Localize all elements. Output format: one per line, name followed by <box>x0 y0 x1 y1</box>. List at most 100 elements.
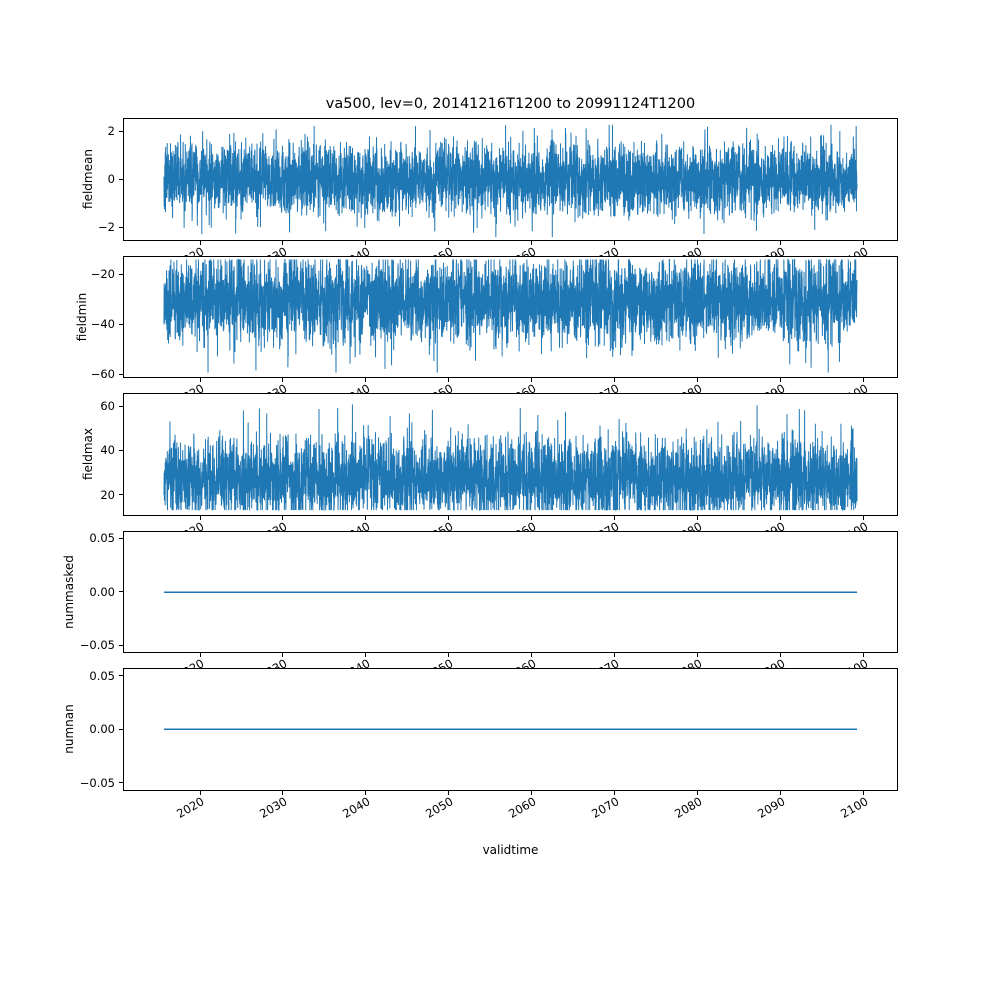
chart-title: va500, lev=0, 20141216T1200 to 20991124T… <box>325 96 696 112</box>
x-tick-mark <box>531 515 533 520</box>
x-tick-mark <box>863 790 865 795</box>
x-tick-mark <box>697 240 699 245</box>
x-tick-mark <box>697 515 699 520</box>
y-tick-label: 60 <box>100 399 115 414</box>
x-tick-mark <box>365 240 367 245</box>
x-tick-mark <box>614 790 616 795</box>
x-tick-mark <box>448 790 450 795</box>
y-tick-label: −0.05 <box>79 638 115 653</box>
x-tick-mark <box>199 653 201 657</box>
x-tick-label: 2050 <box>423 793 456 821</box>
y-tick-mark <box>119 537 123 539</box>
axes-nummasked <box>123 530 898 653</box>
y-tick-label: −60 <box>90 367 115 382</box>
x-tick-mark <box>365 515 367 520</box>
x-tick-mark <box>863 515 865 520</box>
y-tick-mark <box>119 675 123 677</box>
x-tick-mark <box>282 378 284 382</box>
x-tick-mark <box>531 790 533 795</box>
y-tick-mark <box>119 405 123 407</box>
y-tick-label: −0.05 <box>79 775 115 790</box>
x-tick-mark <box>697 790 699 795</box>
x-tick-mark <box>365 790 367 795</box>
x-tick-mark <box>365 378 367 382</box>
x-tick-label: 2040 <box>340 793 373 821</box>
y-tick-label: −2 <box>98 220 115 235</box>
y-tick-mark <box>119 494 123 496</box>
axes-fieldmax <box>123 393 898 516</box>
y-tick-mark <box>119 373 123 375</box>
x-tick-mark <box>282 240 284 245</box>
axes-fieldmin <box>123 255 898 378</box>
x-tick-mark <box>448 515 450 520</box>
x-tick-mark <box>448 378 450 382</box>
y-axis-label-fieldmean: fieldmean <box>81 149 95 210</box>
y-tick-label: 0.05 <box>89 531 115 546</box>
x-tick-label: 2030 <box>257 793 290 821</box>
y-axis-label-fieldmax: fieldmax <box>81 428 95 481</box>
x-tick-mark <box>448 653 450 657</box>
x-tick-mark <box>780 378 782 382</box>
x-tick-mark <box>697 378 699 382</box>
series-line-fieldmean <box>163 124 858 238</box>
x-tick-mark <box>199 378 201 382</box>
x-tick-mark <box>282 790 284 795</box>
axes-numnan <box>123 668 898 791</box>
x-tick-mark <box>863 378 865 382</box>
y-tick-mark <box>119 226 123 228</box>
y-tick-mark <box>119 644 123 646</box>
y-axis-label-numnan: numnan <box>61 704 76 754</box>
y-tick-mark <box>119 178 123 180</box>
y-tick-label: 20 <box>100 487 115 502</box>
x-tick-mark <box>614 240 616 245</box>
x-tick-mark <box>614 378 616 382</box>
y-axis-label-fieldmin: fieldmin <box>74 292 89 342</box>
y-tick-mark <box>119 728 123 730</box>
y-tick-label: 0 <box>107 172 115 187</box>
x-tick-label: 2100 <box>837 793 871 821</box>
x-tick-mark <box>282 515 284 520</box>
x-tick-mark <box>531 653 533 657</box>
axes-fieldmean <box>123 118 898 241</box>
y-axis-label-nummasked: nummasked <box>61 554 76 629</box>
x-tick-mark <box>365 653 367 657</box>
x-tick-mark <box>614 515 616 520</box>
x-tick-mark <box>780 515 782 520</box>
x-tick-mark <box>614 653 616 657</box>
x-tick-mark <box>780 240 782 245</box>
y-tick-label: 0.00 <box>89 584 115 599</box>
y-tick-label: 0.05 <box>89 668 115 683</box>
x-tick-mark <box>448 240 450 245</box>
x-tick-mark <box>863 653 865 657</box>
x-tick-label: 2060 <box>505 793 539 821</box>
x-axis-label: validtime <box>482 843 539 857</box>
series-line-fieldmax <box>163 404 858 511</box>
y-tick-label: −20 <box>90 267 115 282</box>
y-tick-mark <box>119 591 123 593</box>
x-tick-mark <box>531 240 533 245</box>
x-tick-mark <box>697 653 699 657</box>
x-tick-mark <box>780 790 782 795</box>
series-line-fieldmin <box>163 258 858 373</box>
x-tick-label: 2090 <box>754 793 788 821</box>
x-tick-mark <box>199 240 201 245</box>
x-tick-label: 2070 <box>588 793 622 821</box>
y-tick-label: 40 <box>100 443 115 458</box>
y-tick-mark <box>119 449 123 451</box>
y-tick-mark <box>119 130 123 132</box>
y-tick-mark <box>119 323 123 325</box>
y-tick-label: −40 <box>90 317 115 332</box>
y-tick-mark <box>119 782 123 784</box>
x-tick-mark <box>531 378 533 382</box>
x-tick-mark <box>199 515 201 520</box>
x-tick-label: 2080 <box>671 793 705 821</box>
y-tick-label: 0.00 <box>89 722 115 737</box>
y-tick-label: 2 <box>107 124 115 139</box>
x-tick-mark <box>282 653 284 657</box>
x-tick-mark <box>199 790 201 795</box>
x-tick-mark <box>780 653 782 657</box>
x-tick-mark <box>863 240 865 245</box>
x-tick-label: 2020 <box>174 793 207 821</box>
y-tick-mark <box>119 273 123 275</box>
